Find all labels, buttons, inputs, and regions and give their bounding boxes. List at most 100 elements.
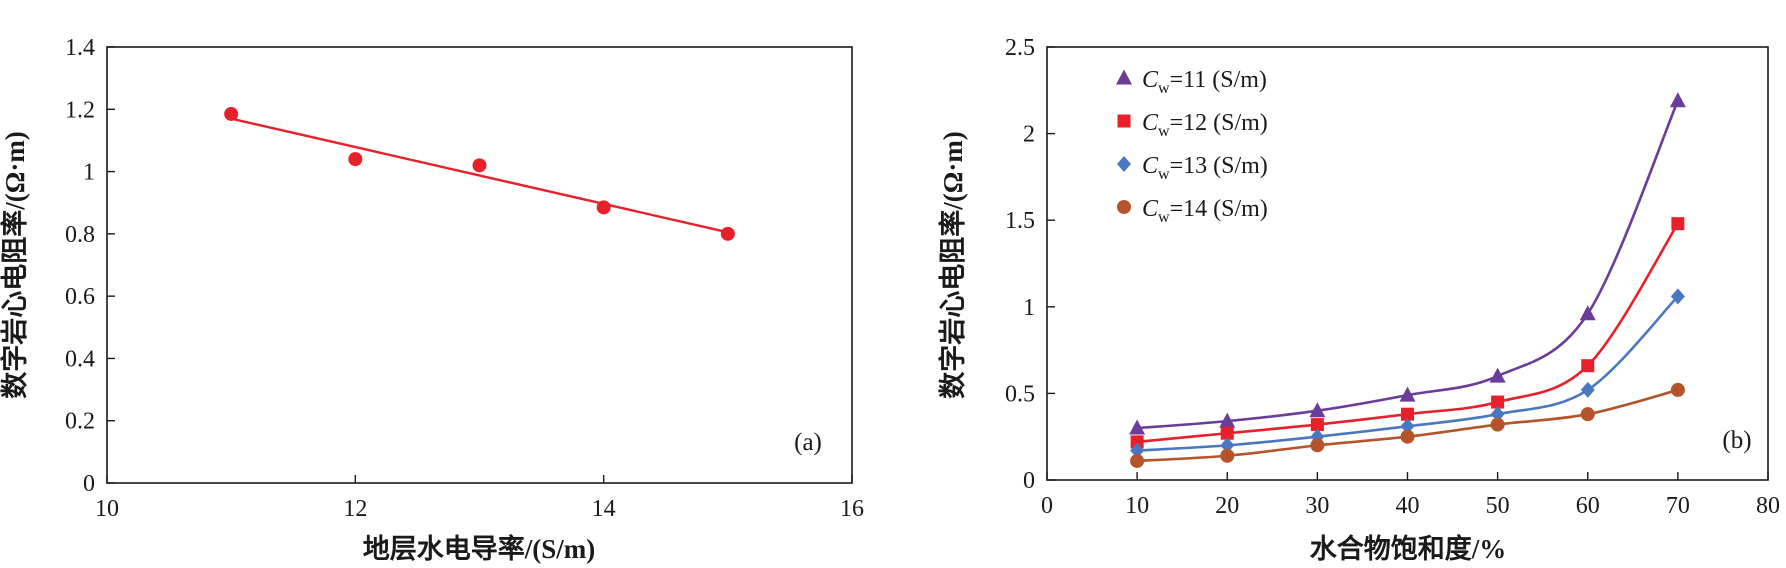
y-tick-label-a: 1.2 bbox=[65, 97, 95, 123]
legend-item-2: Cw=12 (S/m) bbox=[1117, 110, 1268, 140]
data-point-series-2 bbox=[1671, 217, 1685, 231]
x-axis-b: 0 10 20 30 40 50 60 70 80 bbox=[1041, 472, 1780, 519]
data-point-series-4 bbox=[1580, 407, 1595, 422]
y-axis-b: 0 0.5 1 1.5 2 2.5 bbox=[1005, 35, 1055, 494]
legend-label-1: Cw=11 (S/m) bbox=[1142, 67, 1267, 97]
data-point-series-3 bbox=[1220, 437, 1235, 454]
x-tick-label-a: 10 bbox=[95, 496, 119, 522]
legend-subscript: w bbox=[1158, 166, 1170, 183]
legend-value: =12 (S/m) bbox=[1170, 110, 1268, 136]
y-tick-label-a: 0 bbox=[83, 471, 95, 497]
x-tick-label-b: 30 bbox=[1305, 493, 1329, 519]
y-axis-a: 0 0.2 0.4 0.6 0.8 1 1.2 1.4 bbox=[65, 35, 115, 497]
y-tick-label-a: 0.4 bbox=[65, 346, 95, 372]
plot-area-a bbox=[224, 106, 735, 241]
chart-a: 0 0.2 0.4 0.6 0.8 1 1.2 1.4 10 12 14 16 (a) 地层水电导率… bbox=[0, 35, 864, 564]
y-tick-label-b: 2.5 bbox=[1005, 35, 1035, 61]
legend-label-3: Cw=13 (S/m) bbox=[1142, 153, 1268, 183]
data-point-series-3 bbox=[1670, 288, 1685, 305]
legend-marker-1 bbox=[1116, 69, 1132, 85]
data-point-series-3 bbox=[1400, 418, 1415, 435]
data-point-series-4 bbox=[1400, 429, 1415, 444]
data-point bbox=[472, 158, 487, 173]
x-tick-label-b: 10 bbox=[1125, 493, 1149, 519]
data-point-series-3 bbox=[1130, 442, 1145, 459]
y-tick-label-b: 2 bbox=[1023, 122, 1035, 148]
data-point-series-1 bbox=[1579, 305, 1596, 321]
x-axis-title-b: 水合物饱和度/% bbox=[1310, 533, 1507, 564]
legend-subscript: w bbox=[1158, 209, 1170, 226]
chart-b: 00.511.522.5 0 10 20 30 40 50 60 70 80 Cw=11 (S/… bbox=[937, 35, 1780, 564]
data-point-series-1 bbox=[1489, 367, 1506, 383]
data-point-series-4 bbox=[1490, 417, 1505, 432]
x-tick-label-a: 14 bbox=[592, 496, 616, 522]
x-tick-label-b: 70 bbox=[1666, 493, 1690, 519]
legend-symbol: C bbox=[1142, 67, 1159, 93]
data-point-series-1 bbox=[1129, 419, 1146, 435]
data-point-series-1 bbox=[1219, 412, 1236, 428]
legend-b: Cw=11 (S/m)Cw=12 (S/m)Cw=13 (S/m)Cw=14 (… bbox=[1116, 67, 1268, 226]
y-axis-title-b: 数字岩心电阻率/(Ω·m) bbox=[937, 131, 968, 399]
x-tick-label-a: 12 bbox=[343, 496, 367, 522]
x-tick-label-b: 50 bbox=[1486, 493, 1510, 519]
y-axis-title-a: 数字岩心电阻率/(Ω·m) bbox=[0, 131, 30, 399]
legend-item-3: Cw=13 (S/m) bbox=[1117, 153, 1268, 183]
data-point-series-1 bbox=[1669, 92, 1686, 108]
data-point-series-1 bbox=[1399, 386, 1416, 402]
legend-value: =14 (S/m) bbox=[1170, 196, 1268, 222]
data-point bbox=[596, 200, 611, 215]
data-point-series-4 bbox=[1220, 448, 1235, 463]
data-point-series-2 bbox=[1310, 418, 1324, 432]
series-line-1 bbox=[1137, 100, 1680, 430]
x-axis-a: 10 12 14 16 bbox=[95, 475, 864, 522]
data-point-series-2 bbox=[1130, 435, 1144, 449]
legend-marker-4 bbox=[1117, 200, 1131, 214]
data-point-series-3 bbox=[1490, 406, 1505, 423]
data-point-series-1 bbox=[1309, 402, 1326, 418]
legend-subscript: w bbox=[1158, 123, 1170, 140]
x-axis-title-a: 地层水电导率/(S/m) bbox=[363, 533, 596, 564]
y-tick-label-a: 0.2 bbox=[65, 409, 95, 435]
x-tick-label-b: 40 bbox=[1396, 493, 1420, 519]
data-point-series-4 bbox=[1310, 438, 1325, 453]
data-point-series-2 bbox=[1581, 359, 1595, 373]
panel-label-b: (b) bbox=[1722, 427, 1751, 454]
data-point-series-2 bbox=[1401, 407, 1414, 421]
data-point bbox=[224, 106, 239, 121]
legend-symbol: C bbox=[1142, 153, 1159, 179]
fit-line bbox=[230, 117, 729, 234]
data-point-series-4 bbox=[1130, 453, 1145, 468]
x-tick-label-a: 16 bbox=[840, 496, 864, 522]
legend-subscript: w bbox=[1158, 80, 1170, 97]
legend-label-2: Cw=12 (S/m) bbox=[1142, 110, 1268, 140]
y-tick-label-a: 0.8 bbox=[65, 222, 95, 248]
data-point bbox=[348, 152, 363, 167]
plot-frame-a bbox=[106, 46, 853, 484]
legend-value: =11 (S/m) bbox=[1170, 67, 1267, 93]
legend-symbol: C bbox=[1142, 196, 1159, 222]
legend-symbol: C bbox=[1142, 110, 1159, 136]
data-point-series-3 bbox=[1580, 381, 1595, 398]
legend-marker-3 bbox=[1117, 156, 1131, 172]
legend-marker-2 bbox=[1117, 114, 1131, 128]
y-tick-label-b: 1.5 bbox=[1005, 208, 1035, 234]
legend-value: =13 (S/m) bbox=[1170, 153, 1268, 179]
legend-item-4: Cw=14 (S/m) bbox=[1117, 196, 1268, 226]
y-tick-label-b: 0.5 bbox=[1005, 381, 1035, 407]
y-tick-label-a: 1.4 bbox=[65, 35, 95, 61]
y-tick-label-b: 0 bbox=[1023, 468, 1035, 494]
data-point-series-4 bbox=[1670, 382, 1685, 397]
data-point-series-2 bbox=[1220, 426, 1234, 440]
data-point bbox=[720, 226, 735, 241]
x-tick-label-b: 20 bbox=[1215, 493, 1239, 519]
legend-label-4: Cw=14 (S/m) bbox=[1142, 196, 1268, 226]
x-tick-label-b: 0 bbox=[1041, 493, 1053, 519]
x-tick-label-b: 80 bbox=[1756, 493, 1780, 519]
panel-label-a: (a) bbox=[794, 429, 822, 456]
y-tick-label-a: 1 bbox=[83, 160, 95, 186]
plot-area-b bbox=[1129, 92, 1686, 468]
data-point-series-2 bbox=[1491, 395, 1505, 409]
legend-item-1: Cw=11 (S/m) bbox=[1116, 67, 1267, 97]
y-tick-label-b: 1 bbox=[1023, 295, 1035, 321]
